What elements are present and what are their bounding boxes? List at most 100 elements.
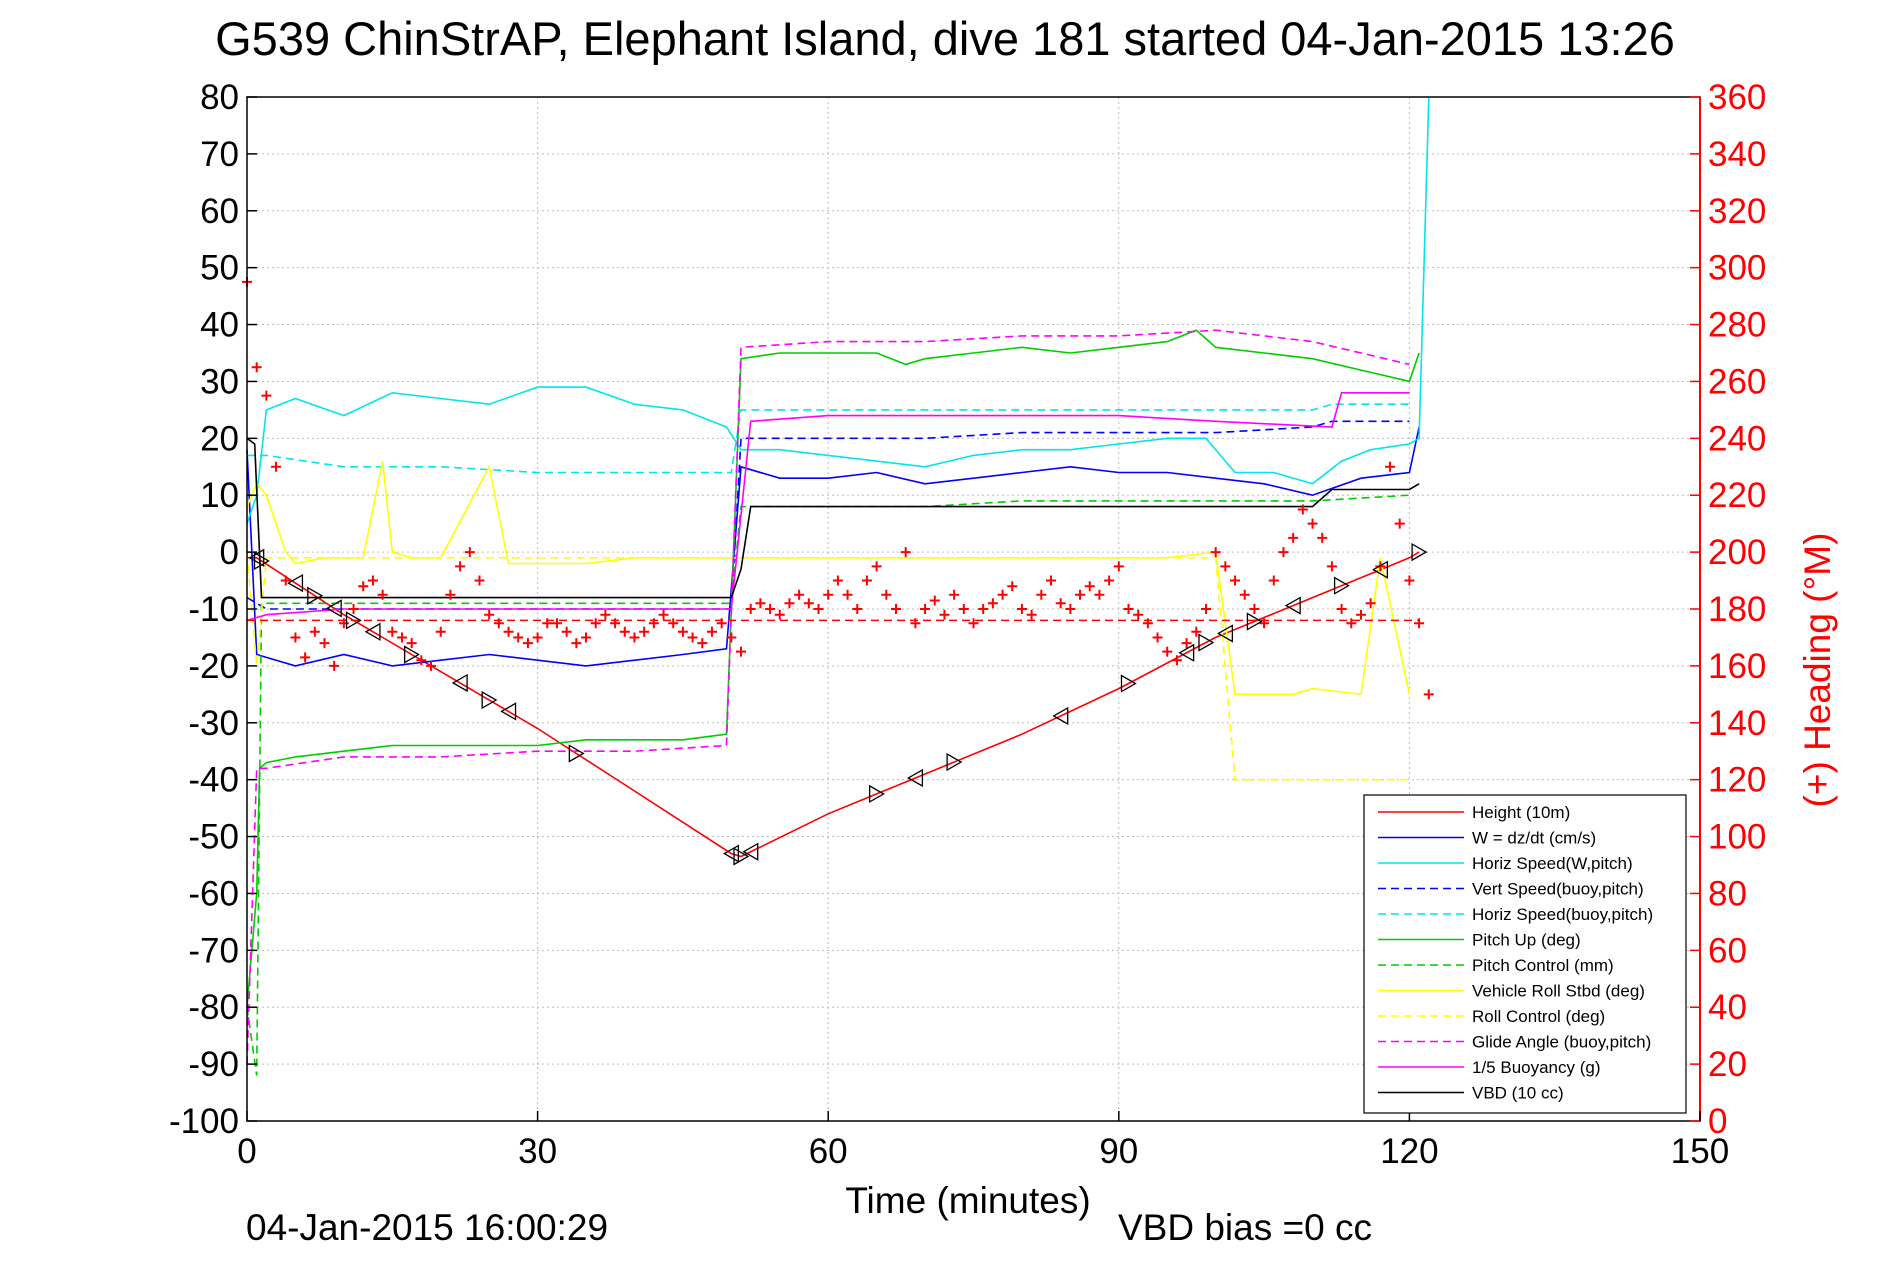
heading-point (687, 632, 698, 643)
heading-point (1288, 532, 1299, 543)
heading-point (978, 604, 989, 614)
heading-point (658, 609, 669, 620)
heading-point (319, 638, 330, 649)
dive-marker (481, 690, 498, 710)
x-tick-label: 30 (518, 1132, 557, 1171)
heading-point (958, 604, 969, 614)
y-right-tick-label: 280 (1708, 306, 1766, 345)
y-right-tick-label: 220 (1708, 476, 1766, 515)
heading-point (803, 598, 814, 609)
heading-point (1007, 581, 1018, 592)
y-right-tick-label: 360 (1708, 78, 1766, 117)
heading-point (426, 660, 437, 671)
y-right-tick-label: 240 (1708, 419, 1766, 458)
series-line (246, 391, 1410, 622)
heading-point (1404, 575, 1415, 586)
y-right-tick-label: 120 (1708, 761, 1766, 800)
y-tick-label: 20 (200, 419, 239, 458)
series-line (247, 403, 1410, 474)
y-right-tick-label: 180 (1708, 590, 1766, 629)
series-line (246, 329, 1420, 1008)
heading-point (1162, 646, 1173, 657)
heading-point (784, 598, 795, 609)
heading-point (891, 604, 902, 614)
heading-point (1191, 626, 1202, 637)
dive-marker (946, 752, 963, 772)
series-line (246, 552, 1410, 781)
heading-point (280, 575, 291, 586)
dive-marker (1284, 596, 1301, 615)
legend-entry-label: Glide Angle (buoy,pitch) (1472, 1033, 1651, 1052)
dive-marker (568, 744, 585, 763)
dive-marker (1411, 542, 1428, 562)
heading-point (542, 618, 553, 629)
heading-point (581, 632, 592, 643)
heading-point (881, 589, 892, 600)
heading-point (823, 589, 834, 600)
heading-point (987, 598, 998, 609)
dive-marker (364, 622, 381, 641)
heading-point (551, 618, 562, 629)
legend-entry-label: Roll Control (deg) (1472, 1007, 1605, 1026)
heading-point (1152, 632, 1163, 643)
heading-point (639, 626, 650, 637)
y-right-tick-label: 200 (1708, 533, 1766, 572)
heading-point (1268, 575, 1279, 586)
x-axis-label: Time (minutes) (845, 1180, 1090, 1221)
heading-point (900, 547, 911, 558)
heading-point (1259, 618, 1270, 629)
heading-point (1016, 604, 1027, 614)
dive-marker (451, 673, 468, 693)
heading-point (493, 618, 504, 629)
series-line (247, 551, 1420, 858)
dive-marker (307, 586, 324, 605)
heading-point (484, 609, 495, 620)
dive-marker (1052, 706, 1069, 726)
series-line (246, 329, 1410, 1065)
heading-point (861, 575, 872, 586)
dive-marker (253, 551, 270, 571)
series-line (246, 437, 1420, 599)
legend-entry-label: VBD (10 cc) (1472, 1084, 1564, 1103)
y-axis-right-label: (+) Heading (°M) (1797, 533, 1838, 808)
series-line (246, 96, 1430, 524)
x-tick-label: 90 (1099, 1132, 1138, 1171)
heading-point (1220, 561, 1231, 572)
y-right-tick-label: 140 (1708, 704, 1766, 743)
y-tick-label: -10 (188, 590, 239, 629)
y-right-tick-label: 160 (1708, 647, 1766, 686)
heading-point (1317, 532, 1328, 543)
heading-point (1181, 638, 1192, 649)
heading-point (503, 626, 514, 637)
heading-point (1423, 689, 1434, 700)
y-right-tick-label: 260 (1708, 362, 1766, 401)
dive-marker (500, 702, 517, 721)
heading-point (513, 632, 524, 643)
heading-point (300, 652, 311, 663)
plot-area (246, 96, 1430, 1076)
heading-point (1036, 589, 1047, 600)
heading-point (1346, 618, 1357, 629)
heading-point (377, 589, 388, 600)
y-tick-label: -100 (169, 1102, 239, 1141)
x-tick-label: 120 (1380, 1132, 1438, 1171)
heading-point (929, 595, 940, 606)
heading-point (1394, 518, 1405, 529)
dive-marker (868, 784, 885, 804)
heading-point (619, 626, 630, 637)
heading-point (852, 604, 863, 614)
heading-point (939, 609, 950, 620)
y-tick-label: 40 (200, 306, 239, 345)
heading-point (716, 618, 727, 629)
dive-marker (723, 844, 739, 863)
heading-point (1365, 598, 1376, 609)
dive-marker (1217, 624, 1233, 643)
heading-point (464, 547, 475, 558)
y-tick-label: 10 (200, 476, 239, 515)
heading-point (396, 632, 407, 643)
dive-marker (733, 847, 750, 866)
y-right-tick-label: 60 (1708, 931, 1747, 970)
heading-point (755, 598, 766, 609)
heading-point (387, 626, 398, 637)
heading-point (416, 655, 427, 666)
